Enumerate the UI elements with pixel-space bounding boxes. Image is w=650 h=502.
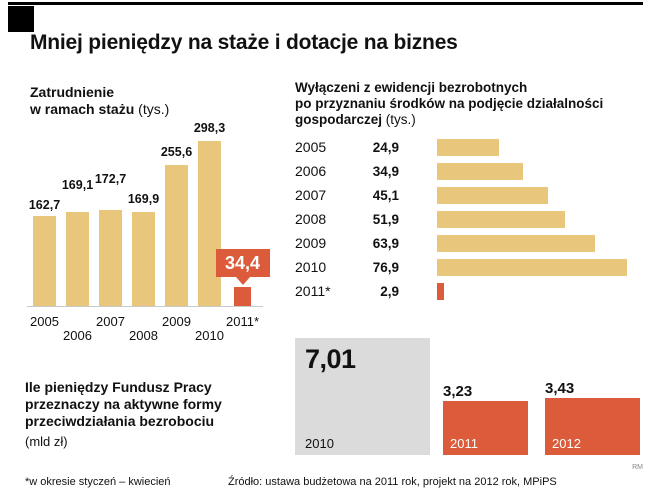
row-year-label: 2006 xyxy=(295,163,327,179)
row-year-label: 2008 xyxy=(295,211,327,227)
bar-2006 xyxy=(66,212,89,306)
top-rule xyxy=(8,2,643,5)
fund-chart-title: Ile pieniędzy Fundusz Pracy przeznaczy n… xyxy=(25,379,222,450)
bar-value-label: 169,9 xyxy=(127,192,160,206)
x-axis-label: 2008 xyxy=(129,328,158,343)
row-year-label: 2010 xyxy=(295,259,327,275)
x-axis-label: 2005 xyxy=(30,314,59,329)
block-value-label: 7,01 xyxy=(305,344,356,374)
title-line: gospodarczej xyxy=(295,112,383,127)
bar-2011* xyxy=(437,283,444,300)
row-value-label: 51,9 xyxy=(372,212,399,227)
bar-2009 xyxy=(437,235,595,252)
block-2011 xyxy=(443,401,528,455)
row-value-label: 24,9 xyxy=(372,140,399,155)
row-year-label: 2011* xyxy=(295,283,331,299)
credit-mark: RM xyxy=(632,464,643,471)
block-year-label: 2012 xyxy=(552,436,581,451)
internship-chart-title: Zatrudnienie w ramach stażu (tys.) xyxy=(30,84,169,118)
block-year-label: 2011 xyxy=(450,436,478,451)
bar-2009 xyxy=(165,165,188,306)
bar-2005 xyxy=(33,216,56,306)
internship-bar-chart: 162,7 2005 169,1 2006 172,7 2007 169,9 2008 255,… xyxy=(25,108,285,348)
title-line: przeznaczy na aktywne formy xyxy=(25,396,222,412)
x-axis-label: 2010 xyxy=(195,328,224,343)
block-value-label: 3,43 xyxy=(545,380,575,397)
bar-value-label: 298,3 xyxy=(193,121,226,135)
bar-value-label: 255,6 xyxy=(160,145,193,159)
title-line: po przyznaniu środków na podjęcie działa… xyxy=(295,96,604,111)
title-line: przeciwdziałania bezrobociu xyxy=(25,413,215,429)
block-2012 xyxy=(545,398,640,455)
grants-chart-title: Wyłączeni z ewidencji bezrobotnych po pr… xyxy=(295,80,603,128)
x-axis-label: 2011* xyxy=(225,314,259,329)
unit-label: (tys.) xyxy=(138,101,170,117)
bar-2007 xyxy=(437,187,548,204)
x-axis-label: 2009 xyxy=(162,314,191,329)
fund-block-chart: 7,01 2010 3,23 2011 3,43 2012 xyxy=(295,336,645,460)
block-value-label: 3,23 xyxy=(443,383,473,400)
title-line: Zatrudnienie xyxy=(30,84,115,100)
row-year-label: 2007 xyxy=(295,187,327,203)
source-text: Źródło: ustawa budżetowa na 2011 rok, pr… xyxy=(228,476,557,488)
x-axis-label: 2007 xyxy=(96,314,125,329)
row-value-label: 34,9 xyxy=(372,164,399,179)
bar-2008 xyxy=(437,211,565,228)
bar-2005 xyxy=(437,139,499,156)
page-title: Mniej pieniędzy na staże i dotacje na bi… xyxy=(30,31,458,54)
row-value-label: 45,1 xyxy=(372,188,399,203)
bar-2010 xyxy=(437,259,627,276)
bar-2008 xyxy=(132,212,155,306)
unit-label: (tys.) xyxy=(385,112,416,127)
x-axis-label: 2006 xyxy=(63,328,92,343)
block-year-label: 2010 xyxy=(305,436,334,451)
bar-2006 xyxy=(437,163,523,180)
grants-horizontal-bar-chart: 2005 24,9 2006 34,9 2007 45,1 2008 51,9 2009 63,9… xyxy=(295,138,645,310)
bar-value-label: 169,1 xyxy=(61,178,94,192)
unit-label: (mld zł) xyxy=(25,434,68,449)
logo-mark xyxy=(8,6,34,32)
row-value-label: 76,9 xyxy=(372,260,399,275)
highlight-value-callout: 34,4 xyxy=(215,249,270,285)
footnote: *w okresie styczeń – kwiecień xyxy=(25,476,171,488)
bar-value-label: 172,7 xyxy=(94,172,127,186)
title-line: Wyłączeni z ewidencji bezrobotnych xyxy=(295,80,528,95)
bar-2007 xyxy=(99,210,122,306)
row-value-label: 2,9 xyxy=(380,284,399,299)
callout-tail xyxy=(235,277,250,285)
block-2010 xyxy=(295,338,430,455)
row-year-label: 2005 xyxy=(295,139,327,155)
title-line: w ramach stażu xyxy=(30,101,135,117)
row-value-label: 63,9 xyxy=(372,236,399,251)
x-axis xyxy=(27,306,263,307)
bar-2010 xyxy=(198,141,221,306)
bar-2011* xyxy=(234,287,251,306)
title-line: Ile pieniędzy Fundusz Pracy xyxy=(25,379,212,395)
row-year-label: 2009 xyxy=(295,235,327,251)
bar-value-label: 162,7 xyxy=(28,198,61,212)
